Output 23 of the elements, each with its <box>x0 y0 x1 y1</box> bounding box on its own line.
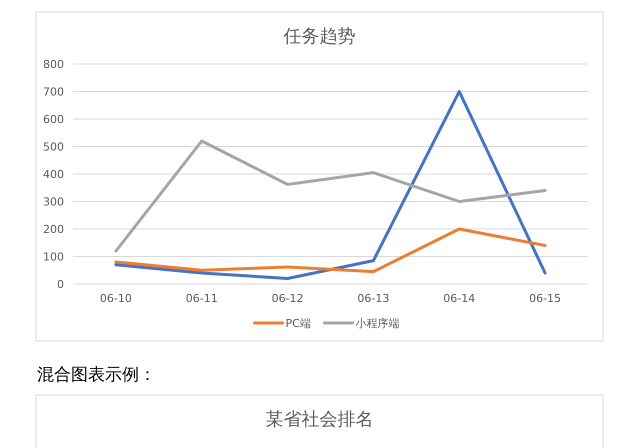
x-tick-label: 06-10 <box>100 292 132 305</box>
y-tick-label: 200 <box>43 223 64 236</box>
y-tick-label: 700 <box>43 86 64 98</box>
text: 某省社会排名 <box>266 409 374 430</box>
y-tick-label: 600 <box>43 113 64 126</box>
y-tick-label: 500 <box>43 140 64 154</box>
x-tick-label: 06-14 <box>443 292 476 305</box>
x-tick-label: 06-12 <box>272 292 304 305</box>
chart-title: 任务趋势 <box>282 26 356 47</box>
y-tick-label: 300 <box>43 196 64 208</box>
line-series <box>114 140 547 252</box>
y-tick-label: 0 <box>57 278 64 291</box>
x-tick-label: 06-15 <box>529 292 562 305</box>
legend-label: PC端 <box>286 317 311 330</box>
x-tick-label: 06-11 <box>186 292 218 305</box>
y-tick-label: 100 <box>43 250 64 264</box>
y-tick-label: 400 <box>43 168 64 181</box>
line-series <box>114 90 547 280</box>
x-tick-label: 06-13 <box>357 292 390 305</box>
y-tick-label: 800 <box>43 58 64 71</box>
line-series <box>114 228 547 274</box>
legend-label: 小程序端 <box>356 317 400 330</box>
text: 混合图表示例： <box>37 365 156 385</box>
